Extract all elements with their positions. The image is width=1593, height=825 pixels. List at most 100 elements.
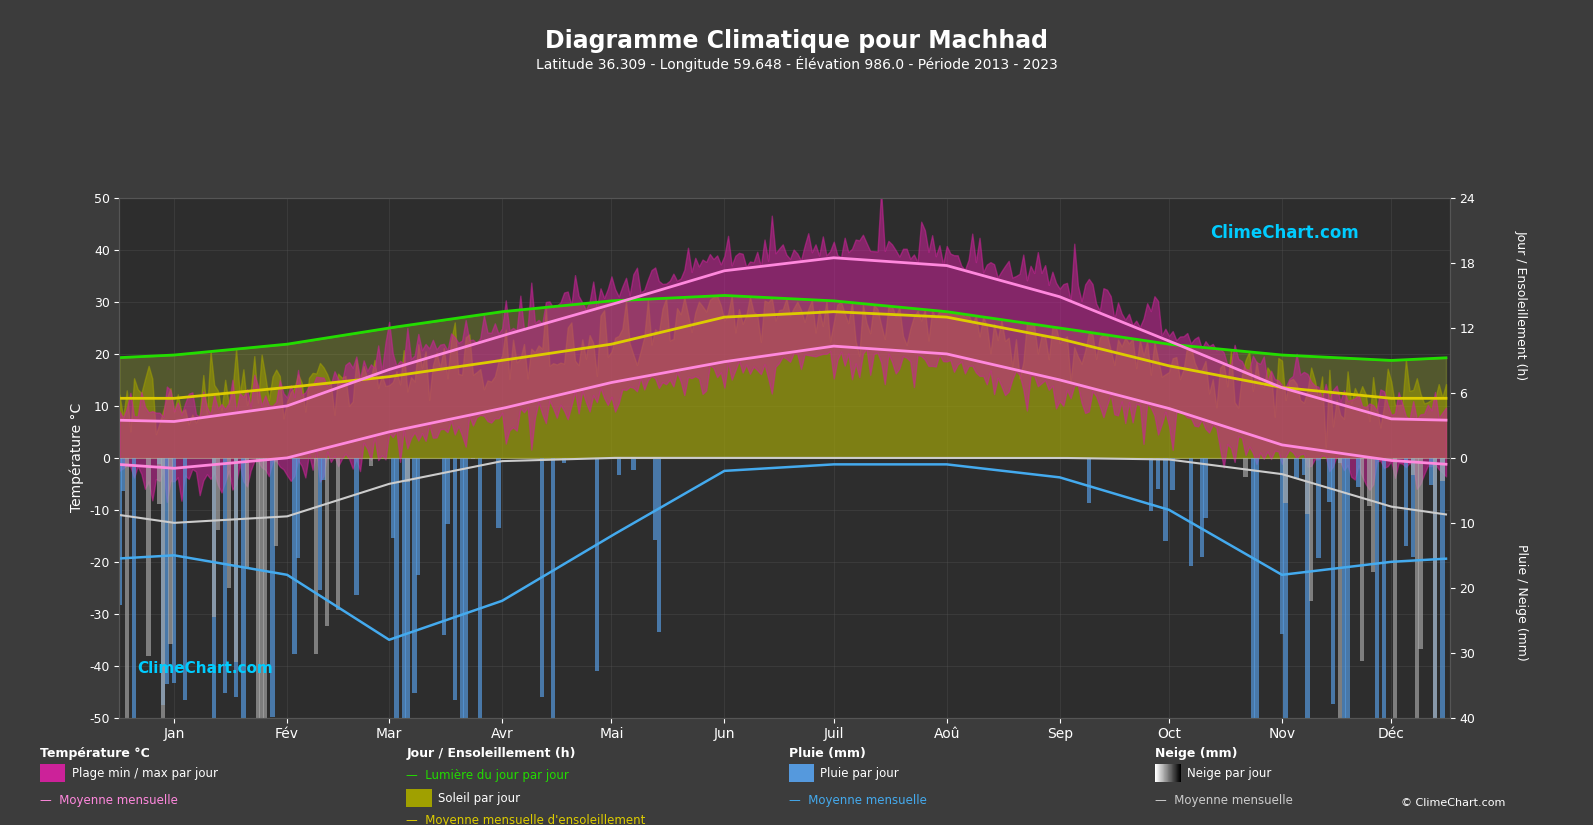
Text: ClimeChart.com: ClimeChart.com [1209,224,1359,242]
Bar [354,458,358,595]
Bar [314,458,319,654]
Bar [317,458,322,590]
Bar [132,458,137,825]
Bar [401,458,406,825]
Bar [1372,458,1375,572]
Text: Jour / Ensoleillement (h): Jour / Ensoleillement (h) [406,747,575,760]
Bar [223,458,228,694]
Bar [336,458,341,610]
Text: Pluie par jour: Pluie par jour [820,767,898,780]
Bar [1309,458,1313,601]
Bar [1279,458,1284,634]
Text: —  Moyenne mensuelle: — Moyenne mensuelle [1155,794,1294,807]
Bar [1418,458,1423,648]
Bar [124,458,129,794]
Bar [1305,458,1309,514]
Text: Plage min / max par jour: Plage min / max par jour [72,767,218,780]
Bar [212,458,217,825]
Bar [1360,458,1364,661]
Bar [1392,458,1397,825]
Bar [1327,458,1332,502]
Y-axis label: Température °C: Température °C [68,403,84,512]
Bar [1440,458,1445,811]
Bar [472,458,475,459]
Bar [274,458,279,546]
Bar [245,458,249,568]
Bar [263,458,268,825]
Text: Soleil par jour: Soleil par jour [438,792,521,805]
Bar [1284,458,1287,502]
Text: © ClimeChart.com: © ClimeChart.com [1400,799,1505,808]
Bar [1330,458,1335,705]
Bar [478,458,483,766]
Bar [1157,458,1160,489]
Text: Neige par jour: Neige par jour [1187,767,1271,780]
Bar [172,458,177,683]
Text: —  Moyenne mensuelle: — Moyenne mensuelle [40,794,178,807]
Bar [1254,458,1258,825]
Bar [1295,458,1298,478]
Bar [540,458,545,697]
Text: Pluie / Neige (mm): Pluie / Neige (mm) [1515,544,1528,661]
Bar [325,458,330,626]
Bar [1415,458,1419,800]
Bar [1251,458,1255,825]
Bar [158,458,162,504]
Bar [551,458,556,767]
Bar [1356,458,1360,487]
Text: —  Moyenne mensuelle d'ensoleillement: — Moyenne mensuelle d'ensoleillement [406,814,645,825]
Bar [1429,458,1434,485]
Bar [1171,458,1176,489]
Bar [1149,458,1153,512]
Bar [1411,458,1415,475]
Bar [368,458,373,466]
Bar [1375,458,1380,825]
Bar [164,458,169,684]
Bar [322,458,325,479]
Bar [1367,458,1372,507]
Bar [234,458,239,662]
Bar [562,458,566,463]
Bar [1338,458,1343,463]
Bar [212,458,217,617]
Bar [1432,458,1437,825]
Text: Latitude 36.309 - Longitude 59.648 - Élévation 986.0 - Période 2013 - 2023: Latitude 36.309 - Longitude 59.648 - Élé… [535,56,1058,72]
Bar [1305,458,1309,825]
Text: Jour / Ensoleillement (h): Jour / Ensoleillement (h) [1515,230,1528,380]
Bar [271,458,274,717]
Bar [405,458,409,825]
Bar [1346,458,1349,788]
Bar [169,458,172,644]
Bar [1316,458,1321,558]
Bar [616,458,621,475]
Bar [441,458,446,635]
Bar [256,458,260,812]
Bar [631,458,636,470]
Bar [1341,458,1346,825]
Bar [158,458,162,464]
Text: Diagramme Climatique pour Machhad: Diagramme Climatique pour Machhad [545,29,1048,53]
Bar [1284,458,1287,778]
Bar [1086,458,1091,502]
Bar [413,458,417,692]
Bar [1188,458,1193,565]
Bar [1200,458,1204,557]
Text: Pluie (mm): Pluie (mm) [789,747,865,760]
Bar [292,458,296,654]
Bar [452,458,457,700]
Bar [1403,458,1408,545]
Bar [1338,458,1343,825]
Bar [215,458,220,530]
Bar [296,458,299,558]
Bar [1432,458,1437,825]
Bar [1440,458,1445,481]
Bar [1163,458,1168,541]
Bar [416,458,421,575]
Bar [656,458,661,632]
Bar [1203,458,1207,517]
Bar [1301,458,1306,475]
Bar [460,458,464,726]
Bar [497,458,500,528]
Bar [653,458,658,540]
Bar [161,458,166,794]
